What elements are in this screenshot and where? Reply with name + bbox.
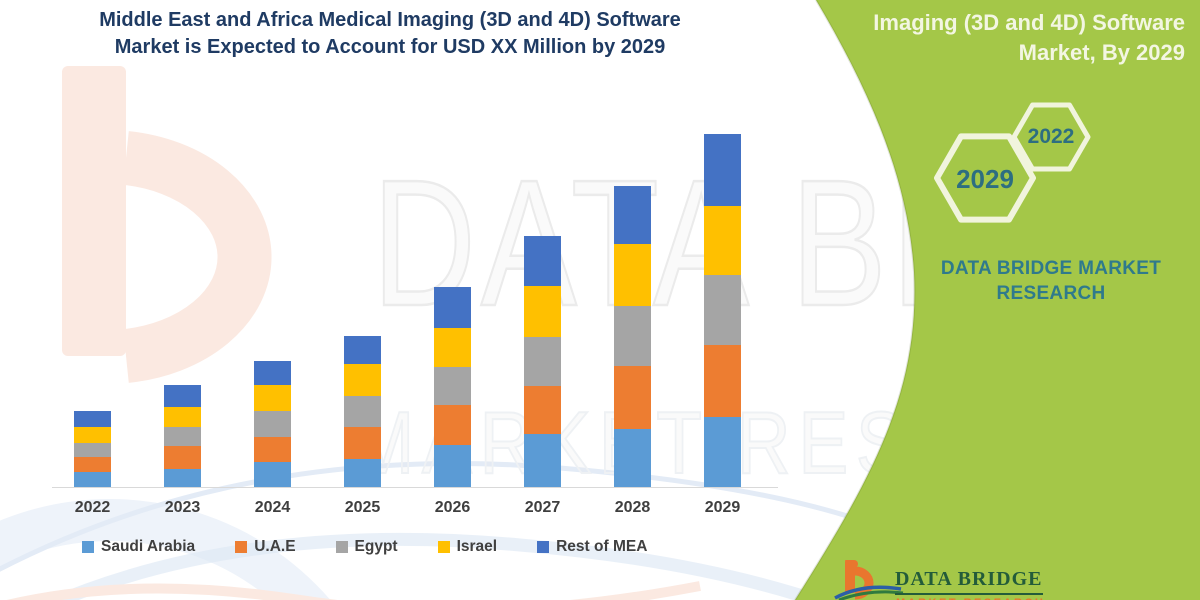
legend-label-egypt: Egypt bbox=[354, 538, 398, 555]
bar-segment-egypt bbox=[344, 396, 381, 427]
bar-segment-egypt bbox=[74, 443, 111, 457]
bar-segment-egypt bbox=[164, 427, 201, 446]
side-panel-heading: Imaging (3D and 4D) Software Market, By … bbox=[755, 8, 1185, 68]
chart-title-line1: Middle East and Africa Medical Imaging (… bbox=[99, 9, 681, 31]
watermark-b-logo-stem bbox=[62, 66, 126, 356]
bar-segment-israel bbox=[434, 328, 471, 367]
legend-swatch-saudi-arabia bbox=[82, 541, 94, 553]
x-axis-label-2027: 2027 bbox=[524, 499, 561, 516]
footer-logo-wordmark: DATA BRIDGE bbox=[895, 568, 1043, 595]
stacked-bar-2023 bbox=[164, 385, 201, 487]
bar-segment-u-a-e bbox=[434, 405, 471, 445]
watermark-blue-swoosh-icon bbox=[0, 460, 861, 572]
bar-segment-saudi-arabia bbox=[74, 472, 111, 487]
legend-item-israel: Israel bbox=[437, 538, 498, 556]
watermark-b-logo-bowl bbox=[122, 131, 272, 383]
bar-segment-saudi-arabia bbox=[164, 469, 201, 487]
bar-segment-saudi-arabia bbox=[524, 434, 561, 487]
bar-segment-rest-of-mea bbox=[434, 287, 471, 328]
bar-segment-israel bbox=[74, 427, 111, 443]
legend-swatch-u-a-e bbox=[235, 541, 248, 553]
x-axis-label-2025: 2025 bbox=[344, 499, 381, 516]
bar-segment-u-a-e bbox=[164, 446, 201, 469]
bar-segment-israel bbox=[254, 385, 291, 411]
bar-segment-u-a-e bbox=[704, 345, 741, 417]
hexagon-year-2022: 2022 bbox=[1027, 125, 1075, 148]
bar-segment-u-a-e bbox=[254, 437, 291, 462]
stacked-bar-2028 bbox=[614, 186, 651, 487]
bar-segment-rest-of-mea bbox=[254, 361, 291, 385]
bar-segment-egypt bbox=[614, 306, 651, 366]
legend-label-saudi-arabia: Saudi Arabia bbox=[101, 538, 196, 555]
bar-segment-rest-of-mea bbox=[524, 236, 561, 286]
watermark-text-line2: MARKET RESEARCH bbox=[351, 392, 1200, 493]
chart-legend: Saudi Arabia U.A.E Egypt Israel Rest of MEA bbox=[82, 538, 647, 556]
legend-swatch-egypt bbox=[335, 541, 348, 553]
watermark-peach-swoosh-icon bbox=[6, 581, 701, 600]
bar-segment-egypt bbox=[254, 411, 291, 437]
side-panel-heading-line2: Market, By 2029 bbox=[1018, 40, 1185, 65]
x-axis-line bbox=[52, 487, 778, 488]
bar-segment-rest-of-mea bbox=[344, 336, 381, 364]
bar-segment-rest-of-mea bbox=[614, 186, 651, 244]
bar-segment-egypt bbox=[524, 337, 561, 386]
bar-segment-rest-of-mea bbox=[164, 385, 201, 407]
bar-segment-u-a-e bbox=[524, 386, 561, 434]
bar-segment-rest-of-mea bbox=[704, 134, 741, 206]
side-panel-heading-line1: Imaging (3D and 4D) Software bbox=[873, 10, 1185, 35]
legend-item-rest-of-mea: Rest of MEA bbox=[537, 538, 647, 556]
stacked-bar-2027 bbox=[524, 236, 561, 487]
chart-title-line2: Market is Expected to Account for USD XX… bbox=[114, 36, 666, 58]
bar-segment-u-a-e bbox=[614, 366, 651, 429]
x-axis-label-2024: 2024 bbox=[254, 499, 291, 516]
bar-segment-u-a-e bbox=[344, 427, 381, 459]
bar-segment-saudi-arabia bbox=[704, 417, 741, 487]
stacked-bar-2029 bbox=[704, 134, 741, 487]
bar-segment-rest-of-mea bbox=[74, 411, 111, 427]
x-axis-label-2022: 2022 bbox=[74, 499, 111, 516]
legend-item-saudi-arabia: Saudi Arabia bbox=[82, 538, 195, 556]
chart-title: Middle East and Africa Medical Imaging (… bbox=[70, 7, 710, 61]
bar-segment-israel bbox=[524, 286, 561, 337]
bar-segment-egypt bbox=[434, 367, 471, 405]
legend-item-egypt: Egypt bbox=[335, 538, 398, 556]
legend-swatch-rest-of-mea bbox=[537, 541, 550, 553]
x-axis-label-2029: 2029 bbox=[704, 499, 741, 516]
bar-segment-israel bbox=[614, 244, 651, 306]
watermark-text-line1: DATA BRIDGE bbox=[371, 142, 1200, 346]
bar-segment-egypt bbox=[704, 275, 741, 345]
x-axis-label-2023: 2023 bbox=[164, 499, 201, 516]
x-axis-label-2026: 2026 bbox=[434, 499, 471, 516]
hexagon-year-2029: 2029 bbox=[956, 164, 1014, 194]
bar-segment-israel bbox=[704, 206, 741, 275]
bar-segment-saudi-arabia bbox=[344, 459, 381, 487]
bar-segment-israel bbox=[164, 407, 201, 427]
x-axis-label-2028: 2028 bbox=[614, 499, 651, 516]
bar-segment-u-a-e bbox=[74, 457, 111, 472]
bar-segment-saudi-arabia bbox=[434, 445, 471, 487]
bar-segment-saudi-arabia bbox=[614, 429, 651, 487]
legend-label-rest-of-mea: Rest of MEA bbox=[556, 538, 648, 555]
bar-segment-israel bbox=[344, 364, 381, 396]
legend-label-israel: Israel bbox=[456, 538, 498, 555]
stacked-bar-2026 bbox=[434, 287, 471, 487]
legend-swatch-israel bbox=[437, 541, 450, 553]
bar-segment-saudi-arabia bbox=[254, 462, 291, 487]
stacked-bar-2025 bbox=[344, 336, 381, 487]
legend-label-u-a-e: U.A.E bbox=[254, 538, 296, 555]
brand-text: DATA BRIDGE MARKET RESEARCH bbox=[940, 258, 1162, 304]
stacked-bar-2024 bbox=[254, 361, 291, 487]
legend-item-u-a-e: U.A.E bbox=[235, 538, 296, 556]
stacked-bar-2022 bbox=[74, 411, 111, 487]
